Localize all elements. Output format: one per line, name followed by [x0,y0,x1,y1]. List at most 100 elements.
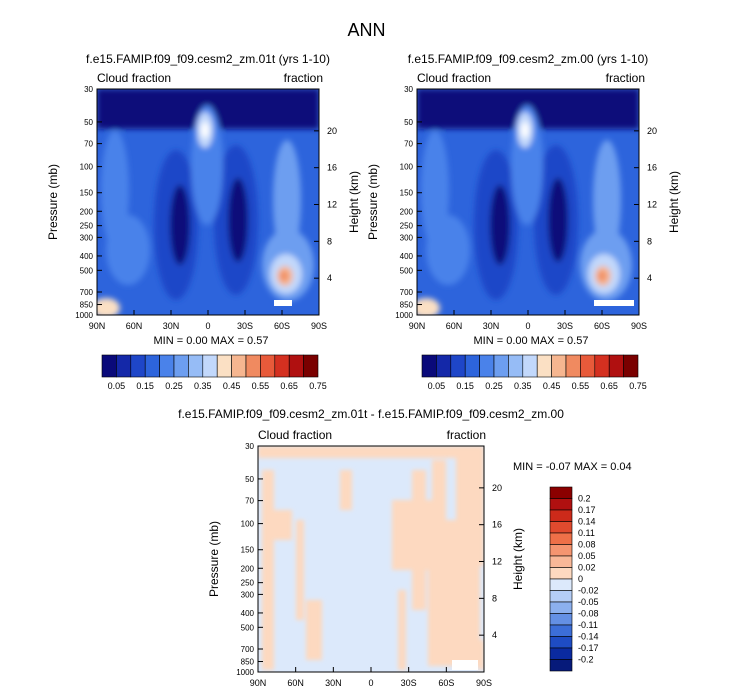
colorbar-label: 0.05 [428,381,446,391]
colorbar-label: 0.55 [572,381,590,391]
y-right-tick-label: 16 [647,163,657,173]
panel-1-ylabel-right: Height (km) [347,171,361,233]
panel-1-right-label: fraction [284,71,323,85]
x-tick-label: 60S [274,321,290,331]
y-right-tick-label: 16 [492,520,502,530]
colorbar-swatch [260,354,276,378]
y-tick-label: 700 [241,645,255,654]
page-title: ANN [347,20,385,40]
colorbar-swatch [549,601,573,614]
y-right-tick-label: 12 [647,200,657,210]
colorbar-label: 0.15 [136,381,154,391]
colorbar-swatch [173,354,189,378]
colorbar-label: -0.17 [578,643,599,653]
panel-2: f.e15.FAMIP.f09_f09.cesm2_zm.00 (yrs 1-1… [366,52,681,391]
y-tick-label: 400 [400,252,414,261]
colorbar-swatch [549,555,573,568]
y-tick-label: 50 [84,118,93,127]
colorbar-label: 0.45 [223,381,241,391]
colorbar-swatch [202,354,218,378]
y-right-tick-label: 4 [327,273,332,283]
colorbar-label: -0.05 [578,597,599,607]
colorbar-label: 0.65 [600,381,618,391]
y-tick-label: 200 [80,207,94,216]
colorbar-swatch [464,354,480,378]
colorbar-label: -0.08 [578,609,599,619]
y-tick-label: 850 [80,301,94,310]
x-tick-label: 0 [525,321,530,331]
colorbar-swatch [303,354,319,378]
colorbar-swatch [116,354,132,378]
colorbar-swatch [549,647,573,660]
colorbar-label: 0.14 [578,517,596,527]
colorbar-swatch [522,354,538,378]
colorbar-label: -0.02 [578,586,599,596]
y-tick-label: 1000 [395,311,413,320]
x-tick-label: 30S [401,678,417,688]
colorbar-swatch [493,354,509,378]
colorbar-swatch [536,354,552,378]
colorbar-swatch [551,354,567,378]
x-tick-label: 90N [409,321,426,331]
colorbar-label: -0.11 [578,620,598,630]
y-tick-label: 850 [400,301,414,310]
panel-1-left-label: Cloud fraction [97,71,171,85]
colorbar-swatch [436,354,452,378]
y-right-tick-label: 8 [492,593,497,603]
colorbar-swatch [549,544,573,557]
colorbar-swatch [549,613,573,626]
y-tick-label: 500 [80,266,94,275]
colorbar-swatch [479,354,495,378]
x-tick-label: 60N [446,321,463,331]
panel-1-ylabel: Pressure (mb) [46,164,60,240]
x-tick-label: 60N [126,321,143,331]
panel-3-title: f.e15.FAMIP.f09_f09.cesm2_zm.01t - f.e15… [178,407,564,421]
colorbar-swatch [549,486,573,499]
y-right-tick-label: 20 [647,126,657,136]
colorbar-swatch [549,532,573,545]
colorbar-label: 0.17 [578,505,596,515]
y-tick-label: 250 [80,222,94,231]
colorbar-swatch [231,354,247,378]
x-tick-label: 60S [438,678,454,688]
y-tick-label: 30 [245,442,254,451]
panel-2-y-right-ticks: 20 16 12 8 4 [634,126,657,283]
y-tick-label: 1000 [75,311,93,320]
colorbar-label: 0.11 [578,528,595,538]
y-tick-label: 300 [241,590,255,599]
colorbar-label: 0.08 [578,540,596,550]
x-tick-label: 60S [594,321,610,331]
y-tick-label: 100 [400,163,414,172]
y-tick-label: 200 [400,207,414,216]
colorbar-swatch [580,354,596,378]
y-tick-label: 700 [400,288,414,297]
colorbar-swatch [274,354,290,378]
colorbar-swatch [594,354,610,378]
panel-3-ylabel-right: Height (km) [511,528,525,590]
colorbar-swatch [549,659,573,672]
panel-2-colorbar: 0.05 0.15 0.25 0.35 0.45 0.55 0.65 0.75 [421,354,647,391]
y-tick-label: 500 [400,266,414,275]
y-tick-label: 300 [80,233,94,242]
panel-2-contour-field [417,89,639,315]
y-right-tick-label: 20 [492,483,502,493]
y-tick-label: 850 [241,658,255,667]
panel-1-colorbar: 0.05 0.15 0.25 0.35 0.45 0.55 0.65 0.75 [101,354,327,391]
panel-2-stats: MIN = 0.00 MAX = 0.57 [474,335,589,347]
x-tick-label: 30S [557,321,573,331]
panel-2-ylabel-right: Height (km) [667,171,681,233]
x-tick-label: 90S [311,321,327,331]
panel-2-x-ticks: 90N 60N 30N 0 30S 60S 90S [409,310,647,331]
panel-3-colorbar: 0.20.17 0.140.11 0.080.05 0.020 -0.02-0.05 -0… [549,486,599,672]
x-tick-label: 90N [250,678,267,688]
colorbar-label: 0.45 [543,381,561,391]
y-tick-label: 300 [400,233,414,242]
y-tick-label: 70 [404,140,413,149]
panel-3-stats: MIN = -0.07 MAX = 0.04 [513,461,632,473]
colorbar-label: 0.75 [629,381,647,391]
colorbar-swatch [188,354,204,378]
